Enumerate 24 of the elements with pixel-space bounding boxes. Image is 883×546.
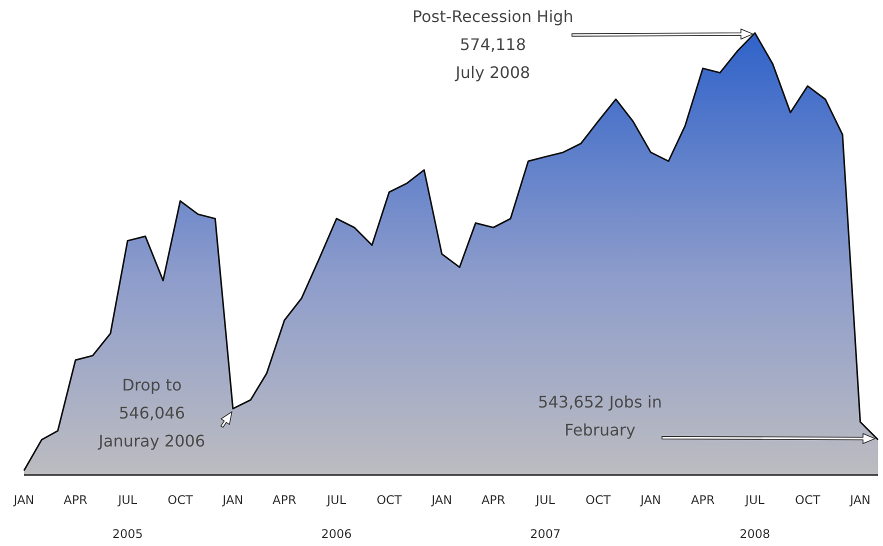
- x-tick-label: JAN: [430, 493, 452, 507]
- x-tick-label: APR: [272, 493, 296, 507]
- x-tick-label: JUL: [326, 493, 346, 507]
- x-tick-label: JAN: [849, 493, 871, 507]
- x-tick-label: APR: [481, 493, 506, 507]
- x-tick-label: APR: [64, 493, 88, 507]
- x-tick-label: JUL: [117, 493, 138, 507]
- x-tick-label: OCT: [586, 493, 612, 507]
- x2-tick-label: 2005: [112, 527, 143, 541]
- x-tick-label: JUL: [534, 493, 556, 507]
- x-tick-label: OCT: [376, 493, 402, 507]
- x2-tick-label: 2007: [530, 527, 561, 541]
- x-tick-label: OCT: [795, 493, 821, 507]
- x-tick-label: APR: [690, 493, 715, 507]
- annotation: Post-Recession High 574,118 July 2008: [412, 7, 574, 82]
- x2-tick-label: 2008: [740, 527, 770, 541]
- annotation: 543,652 Jobs in February: [538, 392, 662, 440]
- x2-tick-label: 2006: [321, 527, 352, 541]
- x-tick-label: JAN: [12, 493, 34, 507]
- x-tick-label: OCT: [168, 493, 194, 507]
- x-tick-label: JAN: [640, 493, 662, 507]
- x-tick-label: JAN: [222, 493, 244, 507]
- x-tick-label: JUL: [744, 493, 765, 507]
- annotation: Drop to 546,046 Januray 2006: [98, 376, 206, 451]
